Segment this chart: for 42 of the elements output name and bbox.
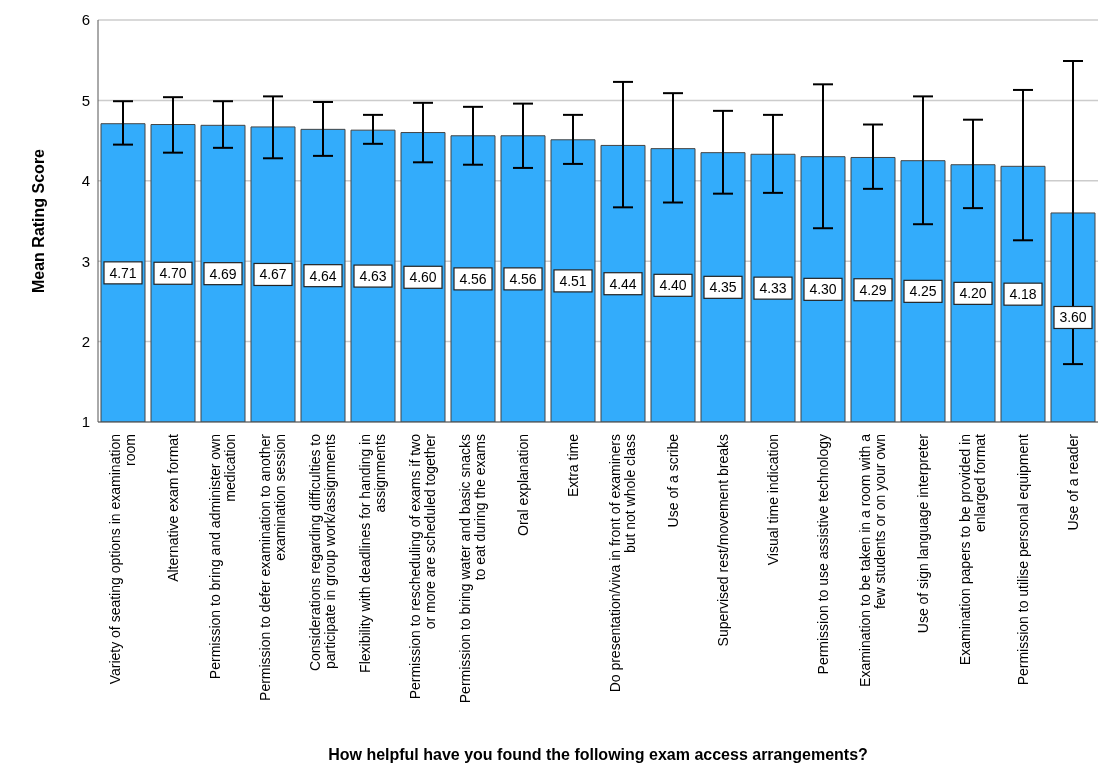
y-tick-label: 5	[81, 91, 90, 109]
data-label: 4.29	[859, 281, 887, 298]
x-tick-label: Oral explanation	[514, 434, 531, 536]
x-tick-label: Use of sign language interpreter	[914, 433, 931, 634]
data-label: 4.30	[809, 281, 837, 298]
data-label: 4.56	[459, 270, 487, 287]
x-tick-label: Alternative exam format	[164, 433, 181, 582]
y-tick-label: 1	[81, 413, 90, 431]
data-label: 4.64	[309, 267, 337, 284]
data-label: 4.56	[509, 270, 537, 287]
data-label: 3.60	[1059, 309, 1087, 326]
data-label: 4.69	[209, 265, 237, 282]
x-tick-label: Permission to utilise personal equipment	[1014, 433, 1031, 686]
x-tick-label: Permission to use assistive technology	[814, 434, 831, 675]
data-label: 4.18	[1009, 286, 1037, 303]
data-label: 4.35	[709, 279, 737, 296]
data-label: 4.67	[259, 266, 287, 283]
data-label: 4.70	[159, 265, 187, 282]
y-tick-label: 4	[81, 172, 90, 190]
x-axis-title: How helpful have you found the following exam access arrangements?	[328, 746, 868, 763]
data-label: 4.44	[609, 275, 637, 292]
x-tick-label: Extra time	[564, 433, 581, 498]
x-tick-label: Visual time indication	[764, 434, 781, 566]
data-label: 4.20	[959, 285, 987, 302]
y-axis-title: Mean Rating Score	[29, 148, 47, 294]
data-label: 4.71	[109, 264, 137, 281]
data-label: 4.25	[909, 283, 937, 300]
x-tick-label: Variety of seating options in examination room	[107, 434, 139, 685]
x-tick-label: Use of a reader	[1064, 433, 1081, 531]
x-tick-label: Permission to bring and administer own medication	[207, 434, 239, 680]
x-tick-label: Do presentation/viva in front of examiners but not whole class	[607, 434, 639, 693]
data-label: 4.60	[409, 269, 437, 286]
data-label: 4.63	[359, 268, 387, 285]
data-label: 4.51	[559, 272, 587, 289]
y-tick-label: 6	[81, 11, 90, 29]
y-tick-label: 3	[81, 252, 90, 270]
y-tick-label: 2	[81, 332, 90, 350]
x-tick-label: Supervised rest/movement breaks	[714, 434, 731, 647]
x-tick-label: Examination to be taken in a room with a few students or on your own	[857, 433, 889, 687]
data-label: 4.33	[759, 280, 787, 297]
data-label: 4.40	[659, 277, 687, 294]
x-tick-label: Use of a scribe	[664, 433, 681, 528]
